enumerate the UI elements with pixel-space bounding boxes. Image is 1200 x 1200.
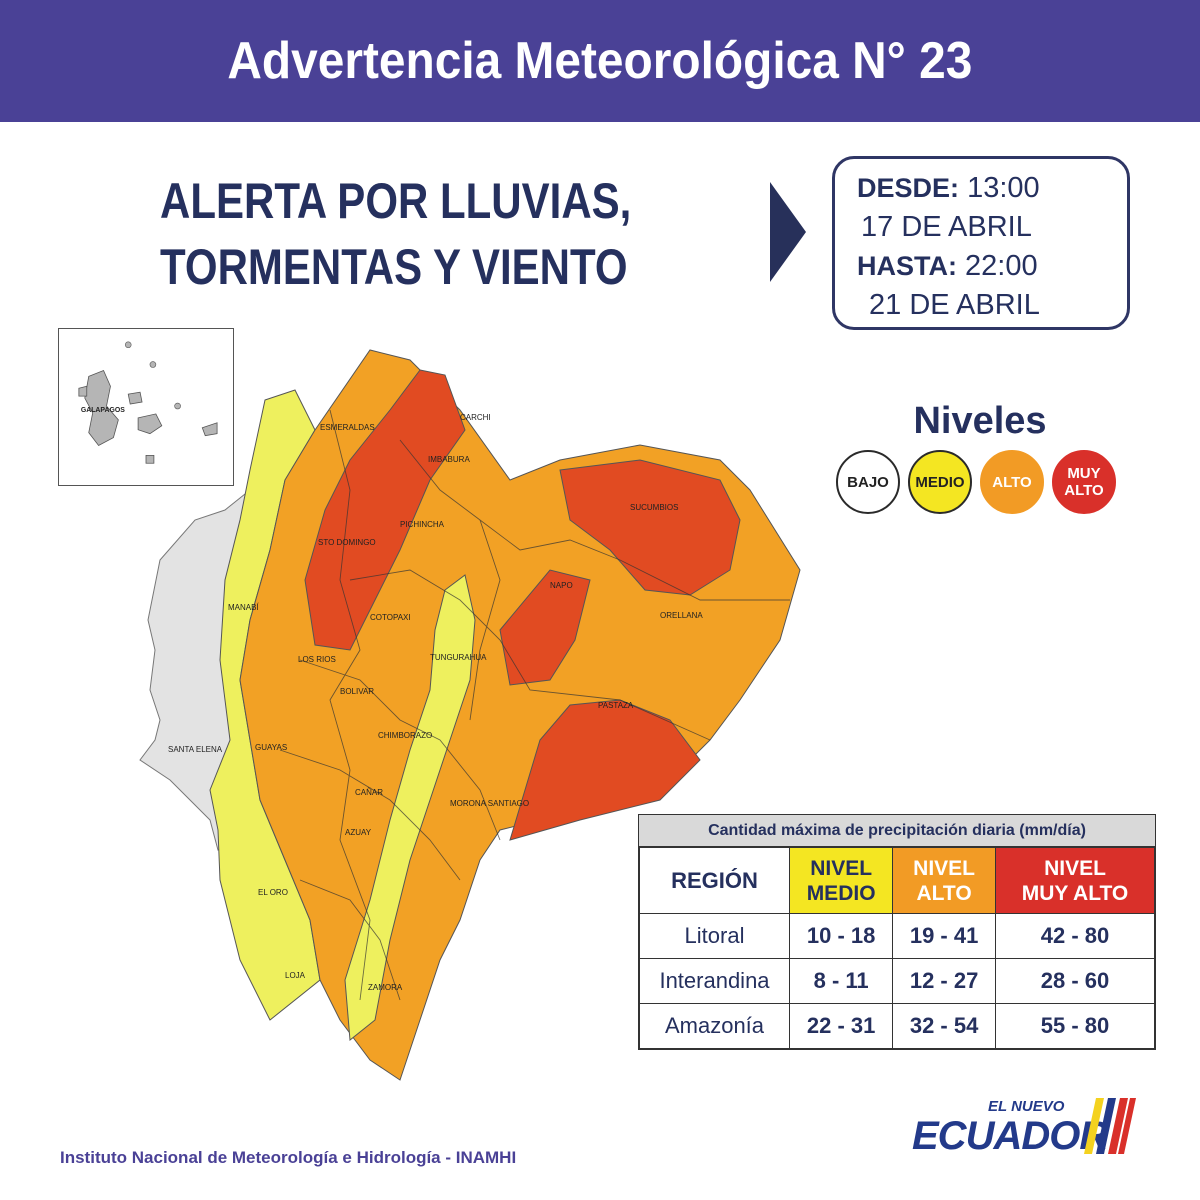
hasta-label: HASTA:	[857, 251, 957, 281]
label-imbabura: IMBABURA	[428, 455, 470, 464]
label-cotopaxi: COTOPAXI	[370, 613, 411, 622]
level-medio: MEDIO	[908, 450, 972, 514]
level-muy-alto-line2: ALTO	[1064, 482, 1104, 499]
label-tungurahua: TUNGURAHUA	[430, 653, 487, 662]
label-esmeraldas: ESMERALDAS	[320, 423, 375, 432]
cell-muy-alto: 28 - 60	[994, 958, 1156, 1004]
province-boundaries	[279, 409, 790, 1001]
label-sucumbios: SUCUMBIOS	[630, 503, 678, 512]
row-region: Amazonía	[639, 1003, 790, 1049]
header-alto-line1: NIVEL	[913, 856, 976, 880]
table-header-row: REGIÓN NIVEL MEDIO NIVEL ALTO NIVEL MUY …	[639, 847, 1156, 914]
label-bolivar: BOLIVAR	[340, 687, 374, 696]
header-muyalto-line2: MUY ALTO	[1021, 881, 1129, 905]
header-banner: Advertencia Meteorológica N° 23	[0, 0, 1200, 122]
island-santa-cruz	[137, 413, 163, 435]
header-medio-line2: MEDIO	[806, 881, 876, 905]
hasta-date: 21 DE ABRIL	[869, 289, 1040, 321]
header-alto-line2: ALTO	[916, 881, 972, 905]
row-region: Interandina	[639, 958, 790, 1004]
inset-label: GALAPAGOS	[81, 407, 125, 414]
alert-title: ALERTA POR LLUVIAS, TORMENTAS Y VIENTO	[160, 168, 632, 300]
cell-alto: 12 - 27	[892, 958, 996, 1004]
cell-medio: 10 - 18	[788, 913, 894, 959]
header-medio-line1: NIVEL	[810, 856, 873, 880]
page-title: Advertencia Meteorológica N° 23	[227, 32, 973, 90]
cell-medio: 22 - 31	[788, 1003, 894, 1049]
header-nivel-medio: NIVEL MEDIO	[788, 847, 894, 914]
hasta-time: 22:00	[965, 250, 1038, 282]
label-carchi: CARCHI	[460, 413, 491, 422]
header-muyalto-line1: NIVEL	[1044, 856, 1106, 880]
label-zamora: ZAMORA	[368, 983, 403, 992]
label-azuay: AZUAY	[345, 828, 372, 837]
cell-muy-alto: 55 - 80	[994, 1003, 1156, 1049]
label-pichincha: PICHINCHA	[400, 520, 445, 529]
precipitation-table: Cantidad máxima de precipitación diaria …	[638, 814, 1156, 1050]
flag-stripes-icon	[1084, 1098, 1136, 1154]
label-napo: NAPO	[550, 581, 573, 590]
table-row: Interandina 8 - 11 12 - 27 28 - 60	[639, 958, 1156, 1004]
galapagos-inset-map: GALAPAGOS	[58, 328, 234, 486]
table-row: Amazonía 22 - 31 32 - 54 55 - 80	[639, 1003, 1156, 1049]
table-row: Litoral 10 - 18 19 - 41 42 - 80	[639, 913, 1156, 959]
island-fernandina	[78, 385, 88, 397]
levels-title: Niveles	[913, 400, 1047, 442]
level-muy-alto-line1: MUY	[1067, 465, 1101, 482]
label-manabi: MANABÍ	[228, 603, 259, 612]
header-region: REGIÓN	[639, 847, 790, 914]
label-chimborazo: CHIMBORAZO	[378, 731, 432, 740]
red-napo-zone	[499, 569, 591, 686]
logo-small-text: EL NUEVO	[988, 1098, 1065, 1115]
label-el-oro: EL ORO	[258, 888, 288, 897]
el-nuevo-ecuador-logo: EL NUEVO ECUADOR	[898, 1096, 1138, 1168]
precipitation-caption: Cantidad máxima de precipitación diaria …	[639, 815, 1155, 847]
levels-legend: BAJO MEDIO ALTO MUY ALTO	[836, 450, 1120, 514]
precipitation-grid: REGIÓN NIVEL MEDIO NIVEL ALTO NIVEL MUY …	[639, 847, 1156, 1049]
island-san-cristobal	[201, 422, 218, 437]
desde-time: 13:00	[967, 172, 1040, 204]
island-isabela	[84, 369, 119, 447]
level-muy-alto: MUY ALTO	[1052, 450, 1116, 514]
desde-label: DESDE:	[857, 173, 960, 203]
label-los-rios: LOS RIOS	[298, 655, 336, 664]
label-morona-santiago: MORONA SANTIAGO	[450, 799, 529, 808]
chevron-right-icon	[770, 182, 806, 282]
label-santa-elena: SANTA ELENA	[168, 745, 223, 754]
footer-institution: Instituto Nacional de Meteorología e Hid…	[60, 1148, 517, 1167]
red-sucumbios-zone	[559, 459, 741, 596]
island-santiago	[127, 391, 143, 405]
level-alto: ALTO	[980, 450, 1044, 514]
date-range-box: DESDE: 13:00 17 DE ABRIL HASTA: 22:00 21…	[832, 156, 1130, 330]
header-nivel-alto: NIVEL ALTO	[892, 847, 996, 914]
header-nivel-muy-alto: NIVEL MUY ALTO	[994, 847, 1156, 914]
logo-big-text: ECUADOR	[912, 1114, 1108, 1158]
ecuador-risk-map: ESMERALDAS CARCHI IMBABURA SUCUMBIOS PIC…	[139, 349, 801, 1081]
label-sto-domingo: STO DOMINGO	[318, 538, 376, 547]
label-guayas: GUAYAS	[255, 743, 287, 752]
label-canar: CAÑAR	[355, 788, 383, 797]
hasta-row: HASTA: 22:00	[857, 247, 1127, 286]
cell-alto: 19 - 41	[892, 913, 996, 959]
level-bajo: BAJO	[836, 450, 900, 514]
label-pastaza: PASTAZA	[598, 701, 634, 710]
desde-row: DESDE: 13:00	[857, 169, 1127, 208]
province-labels: ESMERALDAS CARCHI IMBABURA SUCUMBIOS PIC…	[168, 413, 703, 992]
island-floreana	[145, 454, 155, 464]
yellow-andes-strip	[344, 574, 476, 1041]
cell-medio: 8 - 11	[788, 958, 894, 1004]
alert-line-2: TORMENTAS Y VIENTO	[160, 239, 628, 295]
row-region: Litoral	[639, 913, 790, 959]
cell-alto: 32 - 54	[892, 1003, 996, 1049]
label-loja: LOJA	[285, 971, 306, 980]
desde-date: 17 DE ABRIL	[861, 211, 1032, 243]
red-pastaza-zone	[509, 699, 701, 841]
alert-line-1: ALERTA POR LLUVIAS,	[160, 173, 632, 229]
red-north-zone	[304, 369, 466, 651]
label-orellana: ORELLANA	[660, 611, 703, 620]
cell-muy-alto: 42 - 80	[994, 913, 1156, 959]
